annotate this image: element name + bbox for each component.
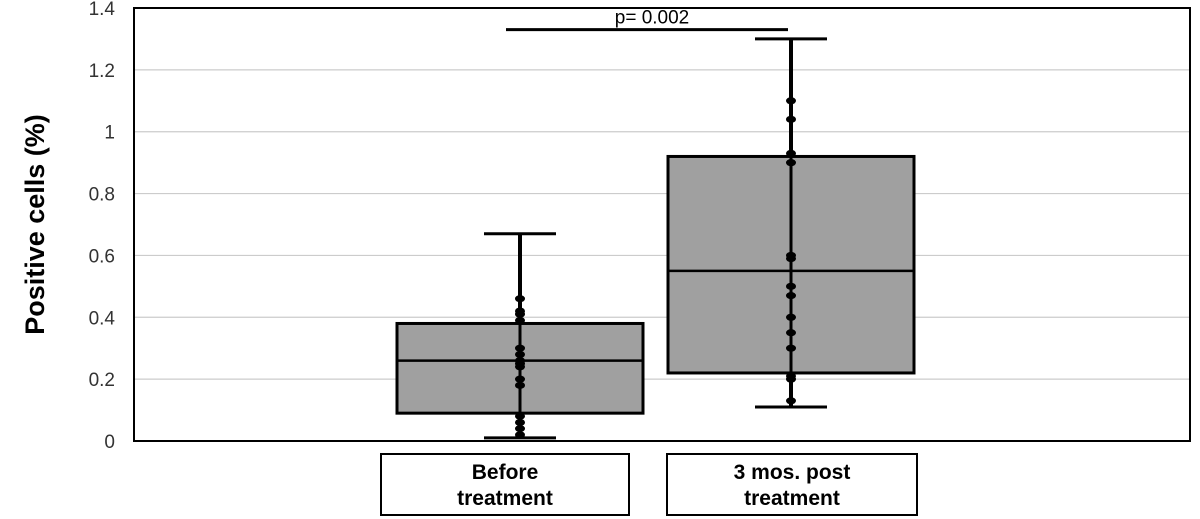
y-tick-label: 0 [104, 432, 115, 453]
significance-annotation: p= 0.002 [506, 8, 788, 32]
gridlines [134, 69, 1190, 380]
data-point [515, 381, 525, 389]
p-value-label: p= 0.002 [615, 8, 690, 29]
category-label-box: Before treatment [380, 453, 630, 516]
data-point [515, 431, 525, 439]
data-point [786, 251, 796, 260]
data-point [786, 159, 796, 167]
category-label-box: 3 mos. post treatment [666, 453, 918, 516]
data-point [515, 344, 525, 352]
y-tick-label: 1 [104, 123, 115, 144]
category-label-line2: treatment [744, 487, 840, 510]
y-tick-label: 0.6 [89, 246, 115, 267]
category-labels: Before treatment 3 mos. post treatment [380, 453, 918, 516]
data-point [786, 344, 796, 352]
category-label-line2: treatment [457, 487, 553, 510]
data-point [515, 425, 525, 433]
y-axis-label: Positive cells (%) [20, 114, 50, 335]
boxes [395, 37, 916, 440]
data-point [515, 412, 525, 420]
data-point [786, 329, 796, 337]
data-point [786, 282, 796, 290]
data-point [786, 292, 796, 300]
category-frame [380, 453, 630, 516]
data-point [515, 295, 525, 303]
data-point [786, 313, 796, 321]
data-point [786, 115, 796, 123]
y-tick-label: 1.2 [89, 61, 115, 82]
y-tick-label: 0.4 [89, 308, 116, 329]
category-label-line1: Before [472, 461, 539, 484]
plot-area-frame [133, 7, 1191, 442]
data-point [515, 356, 525, 365]
y-tick-label: 1.4 [89, 0, 116, 20]
data-point [786, 397, 796, 405]
y-tick-label: 0.8 [89, 185, 115, 206]
category-frame [666, 453, 918, 516]
data-point [515, 307, 525, 315]
box-group [395, 232, 645, 440]
data-point [515, 316, 525, 324]
data-point [786, 97, 796, 105]
data-point [786, 372, 796, 380]
data-point [786, 149, 796, 157]
data-point [515, 375, 525, 383]
box-group [666, 37, 916, 409]
data-point [515, 350, 525, 358]
y-tick-label: 0.2 [89, 370, 115, 391]
data-point [515, 418, 525, 427]
category-label-line1: 3 mos. post [734, 461, 851, 484]
y-tick-labels: 0 0.2 0.4 0.6 0.8 1 1.2 1.4 [89, 0, 116, 453]
